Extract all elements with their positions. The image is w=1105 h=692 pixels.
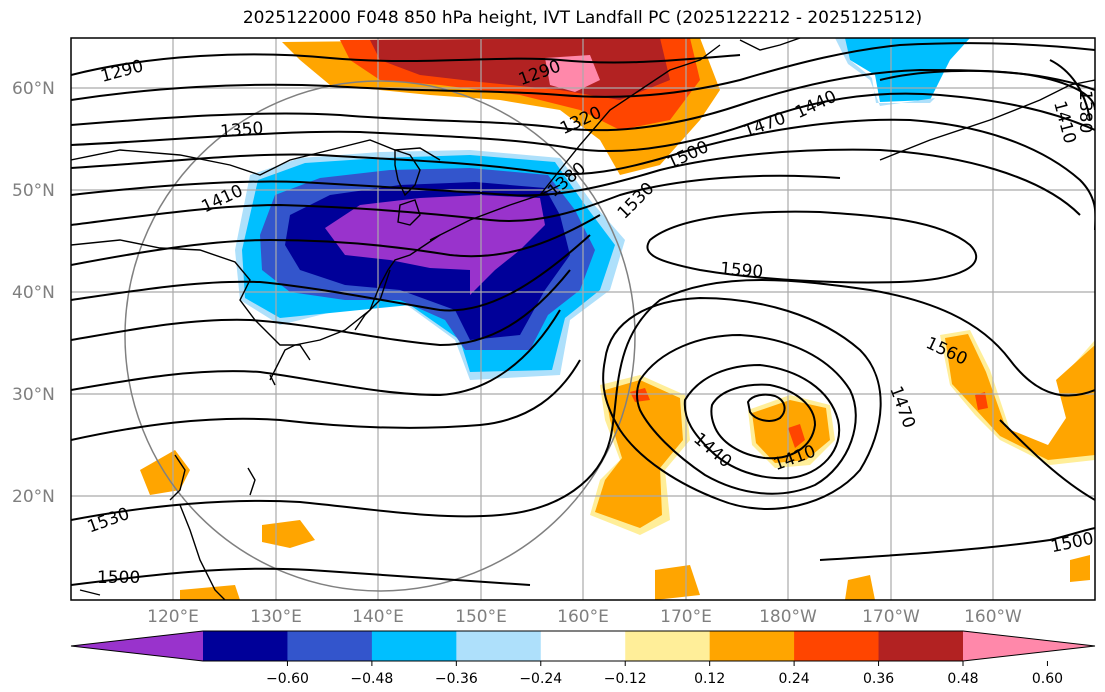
colorbar-tick-label: 0.60 bbox=[1032, 671, 1063, 687]
colorbar-tick-label: −0.60 bbox=[266, 671, 309, 687]
lon-label: 160°W bbox=[964, 607, 1022, 627]
lon-label: 150°E bbox=[455, 607, 507, 627]
colorbar-extend-high bbox=[963, 631, 1095, 661]
lat-label: 30°N bbox=[12, 385, 55, 405]
colorbar-tick-label: −0.48 bbox=[350, 671, 393, 687]
latitude-labels: 60°N 50°N 40°N 30°N 20°N bbox=[12, 79, 55, 507]
colorbar-tick-label: −0.36 bbox=[435, 671, 478, 687]
colorbar-segment bbox=[540, 631, 626, 661]
map-border bbox=[70, 37, 1096, 601]
colorbar-tick-label: −0.24 bbox=[519, 671, 562, 687]
lon-label: 140°E bbox=[352, 607, 404, 627]
lon-label: 160°E bbox=[557, 607, 609, 627]
colorbar-segment bbox=[709, 631, 795, 661]
lon-label: 130°E bbox=[250, 607, 302, 627]
lon-label: 170°W bbox=[862, 607, 920, 627]
lon-label: 120°E bbox=[147, 607, 199, 627]
longitude-labels: 120°E 130°E 140°E 150°E 160°E 170°E 180°… bbox=[147, 607, 1022, 627]
colorbar-outline bbox=[70, 630, 1096, 662]
colorbar-segment bbox=[794, 631, 880, 661]
coastlines bbox=[71, 38, 1095, 600]
colorbar-segment bbox=[371, 631, 457, 661]
contour-label: 1350 bbox=[219, 118, 264, 142]
contour-label: 1500 bbox=[97, 568, 140, 588]
contour-label: 1380 bbox=[1075, 90, 1095, 133]
colorbar-segment bbox=[203, 631, 288, 661]
colorbar-tick-label: 0.24 bbox=[779, 671, 810, 687]
colorbar-segment bbox=[287, 631, 373, 661]
lon-label: 170°E bbox=[660, 607, 712, 627]
lat-label: 60°N bbox=[12, 79, 55, 99]
page-title: 2025122000 F048 850 hPa height, IVT Land… bbox=[242, 8, 923, 28]
lat-label: 20°N bbox=[12, 487, 55, 507]
lat-label: 40°N bbox=[12, 283, 55, 303]
height-contours bbox=[71, 42, 1095, 586]
colorbar-tick-label: 0.48 bbox=[947, 671, 978, 687]
colorbar-segment bbox=[878, 631, 964, 661]
landfall-region-circle bbox=[124, 80, 636, 592]
colorbar-tick-label: 0.12 bbox=[694, 671, 725, 687]
colorbar-segment bbox=[625, 631, 711, 661]
contour-label: 1590 bbox=[719, 259, 764, 283]
colorbar: −0.60 −0.48 −0.36 −0.24 −0.12 0.12 0.24 0.36 0.4… bbox=[70, 630, 1096, 687]
lon-label: 180°W bbox=[759, 607, 817, 627]
colorbar-tick-label: 0.36 bbox=[863, 671, 894, 687]
colorbar-extend-low bbox=[71, 631, 203, 661]
colorbar-segment bbox=[456, 631, 542, 661]
lat-label: 50°N bbox=[12, 181, 55, 201]
colorbar-tick-label: −0.12 bbox=[604, 671, 647, 687]
